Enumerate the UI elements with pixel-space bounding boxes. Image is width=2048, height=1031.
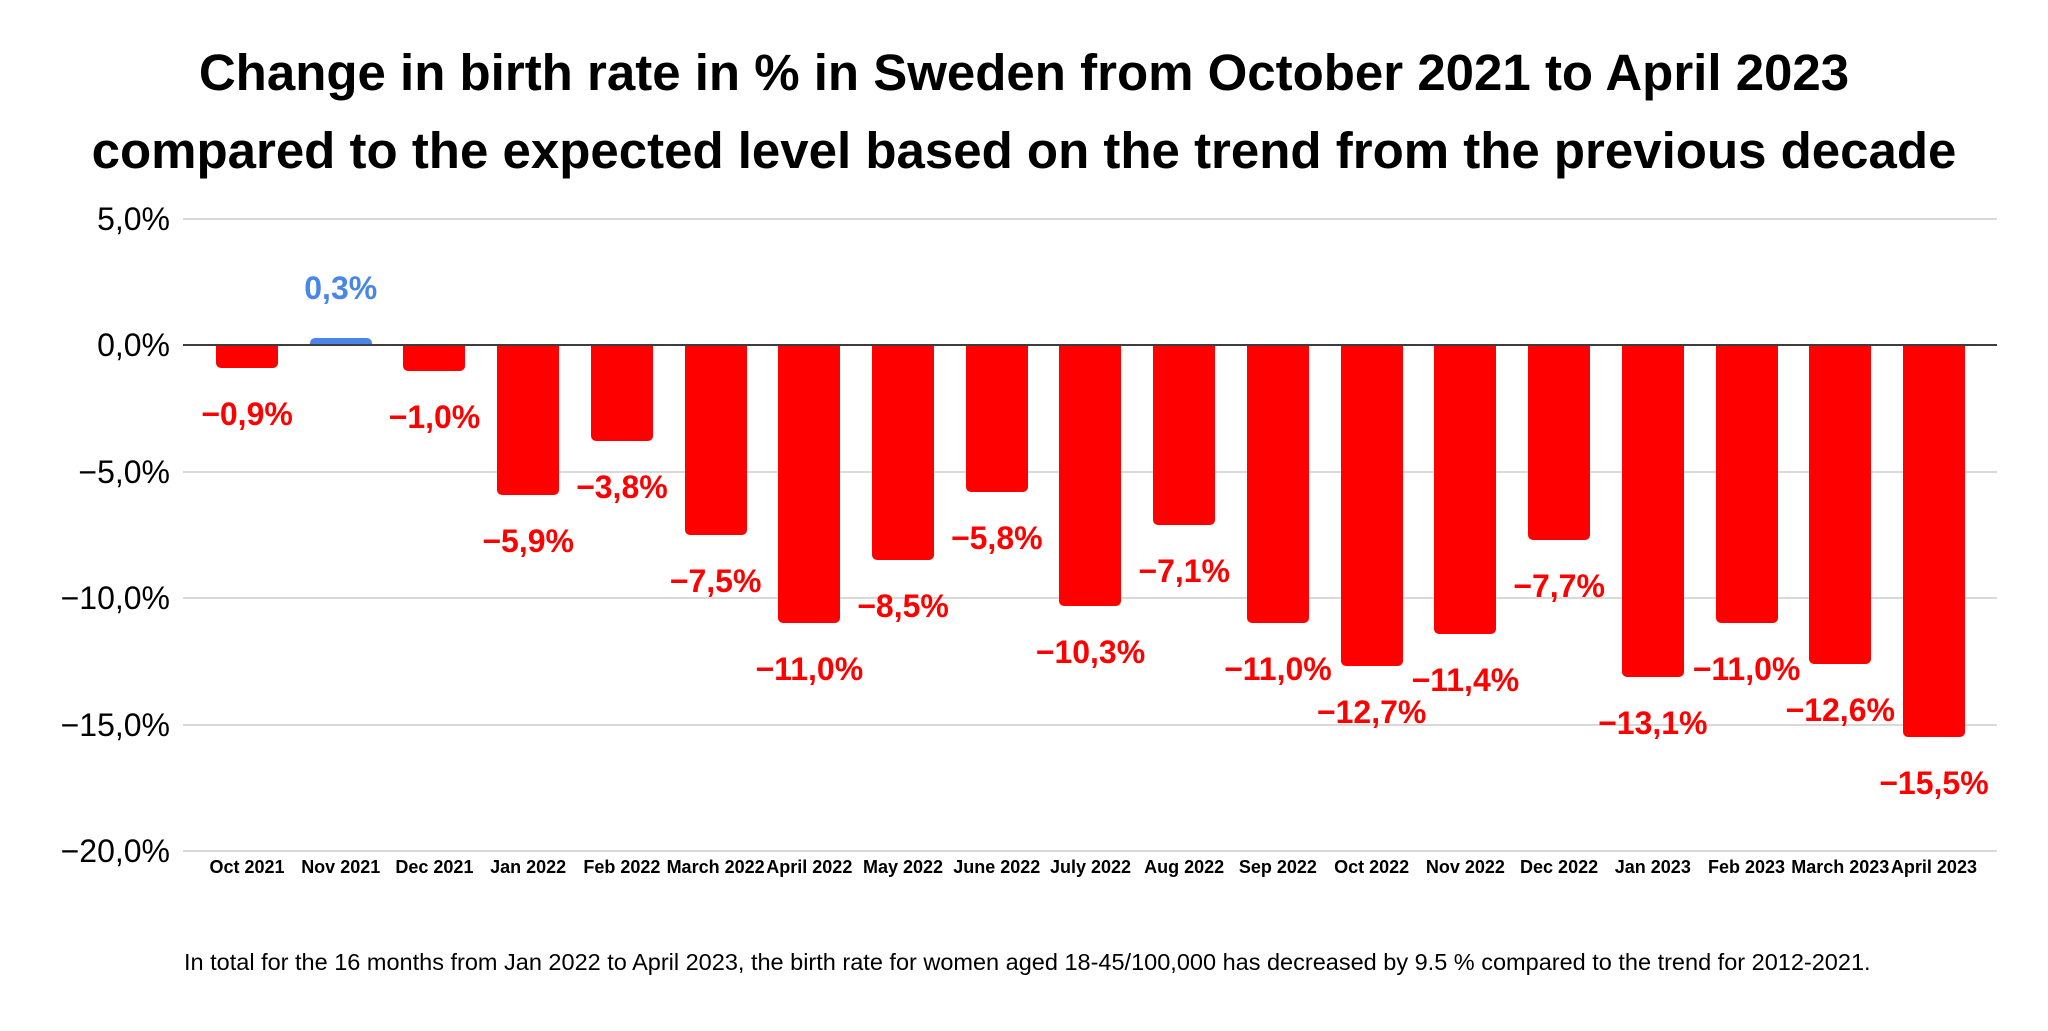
data-label-sep-2022: −11,0% bbox=[1224, 651, 1332, 688]
x-axis-label-jan-2022: Jan 2022 bbox=[490, 857, 567, 877]
data-label-may-2022: −8,5% bbox=[857, 588, 949, 625]
data-label-dec-2022: −7,7% bbox=[1513, 568, 1605, 605]
y-axis-tick-label: −15,0% bbox=[60, 706, 170, 743]
x-axis-label-april-2023: April 2023 bbox=[1890, 857, 1977, 877]
chart-title-line2: compared to the expected level based on … bbox=[91, 122, 1957, 179]
chart-title: Change in birth rate in % in Sweden from… bbox=[0, 34, 2048, 190]
x-axis-label-jan-2023: Jan 2023 bbox=[1614, 857, 1691, 877]
bar-may-2022 bbox=[872, 345, 935, 561]
bar-april-2022 bbox=[778, 345, 841, 624]
data-label-nov-2022: −11,4% bbox=[1411, 661, 1520, 698]
x-axis-label-march-2023: March 2023 bbox=[1791, 857, 1890, 877]
bar-dec-2022 bbox=[1528, 345, 1591, 541]
y-axis-tick-label: 5,0% bbox=[97, 201, 170, 237]
x-axis-label-dec-2021: Dec 2021 bbox=[395, 857, 474, 877]
data-label-july-2022: −10,3% bbox=[1035, 633, 1146, 670]
bar-june-2022 bbox=[965, 345, 1028, 492]
data-label-feb-2022: −3,8% bbox=[576, 469, 668, 506]
bar-jan-2023 bbox=[1621, 345, 1684, 677]
bar-april-2023 bbox=[1902, 345, 1965, 738]
x-axis-label-march-2022: March 2022 bbox=[666, 857, 765, 877]
bar-july-2022 bbox=[1059, 345, 1122, 606]
zero-axis-line bbox=[183, 344, 1997, 347]
x-axis-label-april-2022: April 2022 bbox=[766, 857, 853, 877]
bar-dec-2021 bbox=[403, 345, 466, 371]
x-axis-label-sep-2022: Sep 2022 bbox=[1238, 857, 1317, 877]
x-axis-label-nov-2022: Nov 2022 bbox=[1425, 857, 1505, 877]
gridline-5 bbox=[183, 218, 1997, 220]
y-axis-tick-label: −5,0% bbox=[78, 453, 170, 490]
bar-oct-2021 bbox=[216, 345, 278, 369]
bar-nov-2022 bbox=[1434, 345, 1497, 634]
data-label-aug-2022: −7,1% bbox=[1138, 552, 1230, 589]
data-label-april-2022: −11,0% bbox=[755, 651, 864, 688]
footnote: In total for the 16 months from Jan 2022… bbox=[184, 949, 1871, 975]
bar-march-2023 bbox=[1809, 345, 1872, 664]
x-axis-label-nov-2021: Nov 2021 bbox=[301, 857, 381, 877]
x-axis-label-feb-2023: Feb 2023 bbox=[1707, 857, 1786, 877]
chart-title-line1: Change in birth rate in % in Sweden from… bbox=[198, 44, 1850, 101]
data-label-march-2023: −12,6% bbox=[1785, 691, 1895, 728]
bar-oct-2022 bbox=[1340, 345, 1403, 667]
bar-march-2022 bbox=[684, 345, 747, 535]
data-label-feb-2023: −11,0% bbox=[1692, 651, 1801, 688]
bar-sep-2022 bbox=[1246, 345, 1309, 624]
data-label-oct-2021: −0,9% bbox=[201, 396, 293, 433]
x-axis-label-dec-2022: Dec 2022 bbox=[1520, 857, 1599, 877]
gridline--15 bbox=[183, 723, 1997, 726]
y-axis-tick-label: 0,0% bbox=[97, 327, 170, 364]
x-axis-label-oct-2021: Oct 2021 bbox=[209, 857, 285, 877]
data-label-march-2022: −7,5% bbox=[669, 563, 762, 599]
data-label-oct-2022: −12,7% bbox=[1316, 694, 1427, 731]
data-label-april-2023: −15,5% bbox=[1879, 765, 1989, 802]
data-label-nov-2021: 0,3% bbox=[304, 269, 378, 306]
bar-feb-2022 bbox=[590, 345, 653, 442]
y-axis-tick-label: −10,0% bbox=[60, 580, 170, 617]
bar-feb-2023 bbox=[1715, 345, 1778, 624]
data-label-june-2022: −5,8% bbox=[950, 520, 1043, 557]
data-label-jan-2022: −5,9% bbox=[482, 522, 574, 559]
x-axis-label-may-2022: May 2022 bbox=[863, 857, 944, 877]
data-label-dec-2021: −1,0% bbox=[388, 398, 481, 435]
x-axis-label-july-2022: July 2022 bbox=[1049, 857, 1131, 877]
bar-aug-2022 bbox=[1153, 345, 1216, 525]
data-label-jan-2023: −13,1% bbox=[1598, 704, 1708, 741]
bar-nov-2021 bbox=[309, 337, 372, 346]
x-axis-label-oct-2022: Oct 2022 bbox=[1334, 857, 1410, 877]
gridline--20 bbox=[183, 850, 1997, 852]
x-axis-label-aug-2022: Aug 2022 bbox=[1144, 857, 1225, 877]
bar-jan-2022 bbox=[497, 345, 560, 495]
x-axis-label-june-2022: June 2022 bbox=[953, 857, 1041, 877]
x-axis-label-feb-2022: Feb 2022 bbox=[583, 857, 661, 877]
y-axis-tick-label: −20,0% bbox=[60, 833, 170, 869]
